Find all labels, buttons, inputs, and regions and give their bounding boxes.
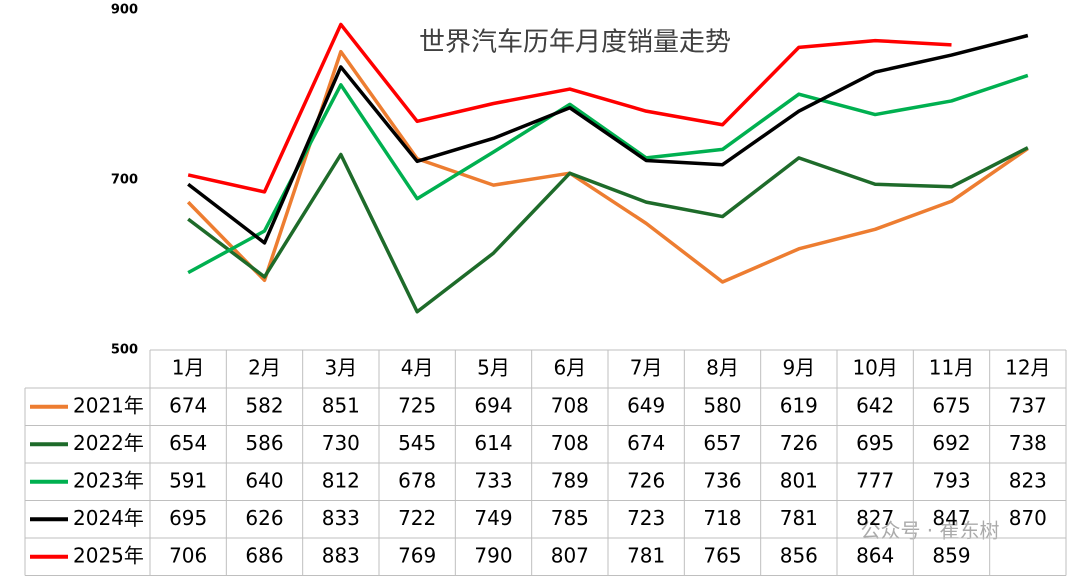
table-value: 654: [169, 431, 207, 455]
table-value: 718: [703, 506, 741, 530]
table-value: 708: [551, 431, 589, 455]
x-tick-label: 7月: [630, 356, 663, 380]
table-value: 823: [1009, 468, 1047, 492]
legend-label: 2022年: [73, 431, 144, 455]
x-tick-label: 5月: [477, 356, 510, 380]
series-line: [187, 73, 1029, 275]
table-value: 749: [474, 506, 512, 530]
table-value: 883: [322, 543, 360, 567]
table-value: 692: [932, 431, 970, 455]
table-value: 847: [932, 506, 970, 530]
table-value: 827: [856, 506, 894, 530]
series-line: [187, 33, 1029, 245]
table-value: 726: [627, 468, 665, 492]
series-line: [186, 49, 1029, 284]
table-value: 582: [245, 393, 283, 417]
table-value: 657: [703, 431, 741, 455]
table-value: 649: [627, 393, 665, 417]
table-value: 626: [245, 506, 283, 530]
legend-label: 2024年: [73, 506, 144, 530]
table-value: 640: [245, 468, 283, 492]
chart-title: 世界汽车历年月度销量走势: [419, 28, 731, 58]
table-value: 726: [780, 431, 818, 455]
table-value: 736: [703, 468, 741, 492]
series-line: [187, 22, 952, 194]
table-value: 725: [398, 393, 436, 417]
y-tick-label: 500: [111, 343, 138, 358]
y-tick-label: 900: [111, 3, 138, 18]
table-value: 730: [322, 431, 360, 455]
table-value: 674: [627, 431, 665, 455]
table-value: 708: [551, 393, 589, 417]
legend-label: 2023年: [73, 468, 144, 492]
table-value: 737: [1009, 393, 1047, 417]
table-value: 675: [932, 393, 970, 417]
legend-label: 2025年: [73, 543, 144, 567]
table-value: 678: [398, 468, 436, 492]
table-value: 591: [169, 468, 207, 492]
legend-label: 2021年: [73, 393, 144, 417]
table-value: 722: [398, 506, 436, 530]
x-tick-label: 1月: [172, 356, 205, 380]
table-value: 870: [1009, 506, 1047, 530]
table-value: 723: [627, 506, 665, 530]
table-value: 793: [932, 468, 970, 492]
table-value: 706: [169, 543, 207, 567]
x-tick-label: 8月: [706, 356, 739, 380]
table-value: 733: [474, 468, 512, 492]
table-value: 859: [932, 543, 970, 567]
table-value: 781: [780, 506, 818, 530]
table-value: 545: [398, 431, 436, 455]
table-value: 812: [322, 468, 360, 492]
x-tick-label: 3月: [324, 356, 357, 380]
series-line: [187, 146, 1029, 314]
table-value: 769: [398, 543, 436, 567]
table-value: 781: [627, 543, 665, 567]
table-value: 785: [551, 506, 589, 530]
table-value: 801: [780, 468, 818, 492]
table-value: 694: [474, 393, 512, 417]
table-value: 695: [856, 431, 894, 455]
table-value: 765: [703, 543, 741, 567]
table-value: 614: [474, 431, 512, 455]
table-value: 833: [322, 506, 360, 530]
table-value: 642: [856, 393, 894, 417]
table-value: 851: [322, 393, 360, 417]
table-value: 586: [245, 431, 283, 455]
table-value: 864: [856, 543, 894, 567]
table-value: 674: [169, 393, 207, 417]
table-value: 789: [551, 468, 589, 492]
x-tick-label: 9月: [782, 356, 815, 380]
table-value: 790: [474, 543, 512, 567]
table-value: 619: [780, 393, 818, 417]
table-value: 686: [245, 543, 283, 567]
x-tick-label: 11月: [929, 356, 974, 380]
x-tick-label: 6月: [553, 356, 586, 380]
x-tick-label: 12月: [1005, 356, 1050, 380]
x-tick-label: 2月: [248, 356, 281, 380]
table-value: 695: [169, 506, 207, 530]
table-value: 580: [703, 393, 741, 417]
table-value: 738: [1009, 431, 1047, 455]
y-tick-label: 700: [111, 173, 138, 188]
x-tick-label: 4月: [401, 356, 434, 380]
x-tick-label: 10月: [852, 356, 897, 380]
table-value: 856: [780, 543, 818, 567]
table-value: 777: [856, 468, 894, 492]
table-value: 807: [551, 543, 589, 567]
